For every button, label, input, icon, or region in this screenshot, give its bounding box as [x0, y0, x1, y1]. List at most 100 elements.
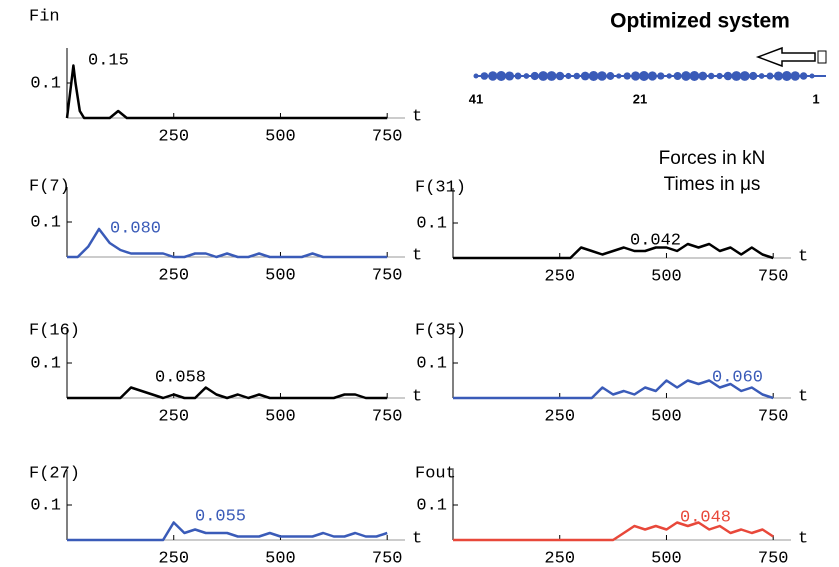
bead — [673, 72, 682, 80]
bead — [514, 72, 522, 80]
x-tick-label: 500 — [651, 549, 682, 567]
x-tick-label: 500 — [265, 266, 296, 285]
panel-title: F(35) — [415, 321, 466, 340]
note: Forces in kN — [659, 148, 766, 169]
bead — [546, 71, 557, 81]
x-axis-label: t — [412, 387, 422, 406]
bead — [488, 71, 498, 81]
x-tick-label: 750 — [372, 266, 403, 285]
bead — [530, 71, 539, 81]
series-line — [453, 521, 774, 542]
bead — [781, 71, 792, 81]
bead — [731, 71, 742, 81]
bead — [538, 71, 549, 81]
y-tick-label: 0.1 — [30, 496, 61, 515]
y-tick-label: 0.1 — [416, 496, 447, 515]
x-tick-label: 250 — [544, 407, 575, 426]
x-tick-label: 250 — [158, 266, 189, 285]
x-axis-label: t — [412, 246, 422, 265]
bead-label: 21 — [633, 91, 647, 106]
x-axis-label: t — [798, 529, 808, 548]
bead — [766, 72, 774, 80]
bead — [707, 72, 715, 80]
bead — [496, 71, 507, 81]
peak-annotation: 0.15 — [88, 51, 129, 70]
x-axis-label: t — [798, 247, 808, 266]
bead — [657, 72, 665, 80]
bead — [597, 71, 607, 81]
note: Times in μs — [664, 174, 761, 195]
bead — [480, 72, 489, 80]
panel-title: Fin — [29, 7, 60, 26]
peak-annotation: 0.042 — [630, 231, 681, 250]
x-tick-label: 750 — [372, 549, 403, 567]
bead — [573, 72, 581, 80]
bead — [773, 71, 783, 81]
bead-label: 1 — [812, 91, 819, 106]
diagram-title: Optimized system — [610, 10, 790, 33]
peak-annotation: 0.048 — [680, 508, 731, 527]
bead — [623, 72, 631, 80]
bead — [580, 71, 590, 81]
bead — [809, 73, 815, 79]
bead — [799, 72, 808, 80]
x-tick-label: 500 — [265, 127, 296, 146]
bead — [606, 72, 615, 80]
bead — [555, 71, 565, 81]
peak-annotation: 0.055 — [195, 507, 246, 526]
bead-chain — [473, 71, 826, 81]
arrow — [755, 46, 816, 68]
series-line — [453, 242, 774, 260]
x-tick-label: 750 — [758, 549, 789, 567]
panel-title: Fout — [415, 464, 456, 483]
bead — [639, 71, 649, 81]
x-tick-label: 500 — [265, 549, 296, 567]
bead — [739, 71, 750, 81]
x-tick-label: 750 — [758, 407, 789, 426]
panel-title: F(27) — [29, 464, 80, 483]
bead — [473, 73, 479, 79]
peak-annotation: 0.058 — [155, 368, 206, 387]
bead — [588, 71, 599, 81]
x-tick-label: 250 — [158, 407, 189, 426]
x-tick-label: 750 — [758, 267, 789, 286]
x-tick-label: 750 — [372, 407, 403, 426]
x-tick-label: 500 — [651, 267, 682, 286]
panel-title: F(16) — [29, 321, 80, 340]
bead — [723, 71, 733, 81]
y-tick-label: 0.1 — [30, 213, 61, 232]
y-tick-label: 0.1 — [416, 354, 447, 373]
x-tick-label: 250 — [158, 549, 189, 567]
panel-title: F(7) — [29, 177, 70, 196]
bead — [716, 72, 723, 80]
panel-title: F(31) — [415, 178, 466, 197]
x-axis-label: t — [798, 387, 808, 406]
x-tick-label: 500 — [265, 407, 296, 426]
bead — [616, 73, 622, 79]
x-tick-label: 750 — [372, 127, 403, 146]
series-line — [67, 227, 388, 259]
x-tick-label: 250 — [544, 549, 575, 567]
bead — [758, 73, 765, 79]
bead — [630, 71, 641, 81]
bead — [523, 73, 530, 79]
y-tick-label: 0.1 — [416, 214, 447, 233]
bead — [749, 71, 758, 81]
bead — [505, 71, 515, 81]
series-line — [65, 64, 388, 120]
bead — [698, 71, 708, 81]
x-axis-label: t — [412, 529, 422, 548]
y-tick-label: 0.1 — [30, 354, 61, 373]
bead — [790, 71, 800, 81]
x-tick-label: 250 — [544, 267, 575, 286]
x-tick-label: 250 — [158, 127, 189, 146]
y-tick-label: 0.1 — [30, 74, 61, 93]
bead — [681, 71, 691, 81]
x-tick-label: 500 — [651, 407, 682, 426]
peak-annotation: 0.060 — [712, 368, 763, 387]
bead — [565, 72, 572, 80]
x-axis-label: t — [412, 107, 422, 126]
bead — [647, 71, 658, 81]
bead-label: 41 — [469, 91, 483, 106]
